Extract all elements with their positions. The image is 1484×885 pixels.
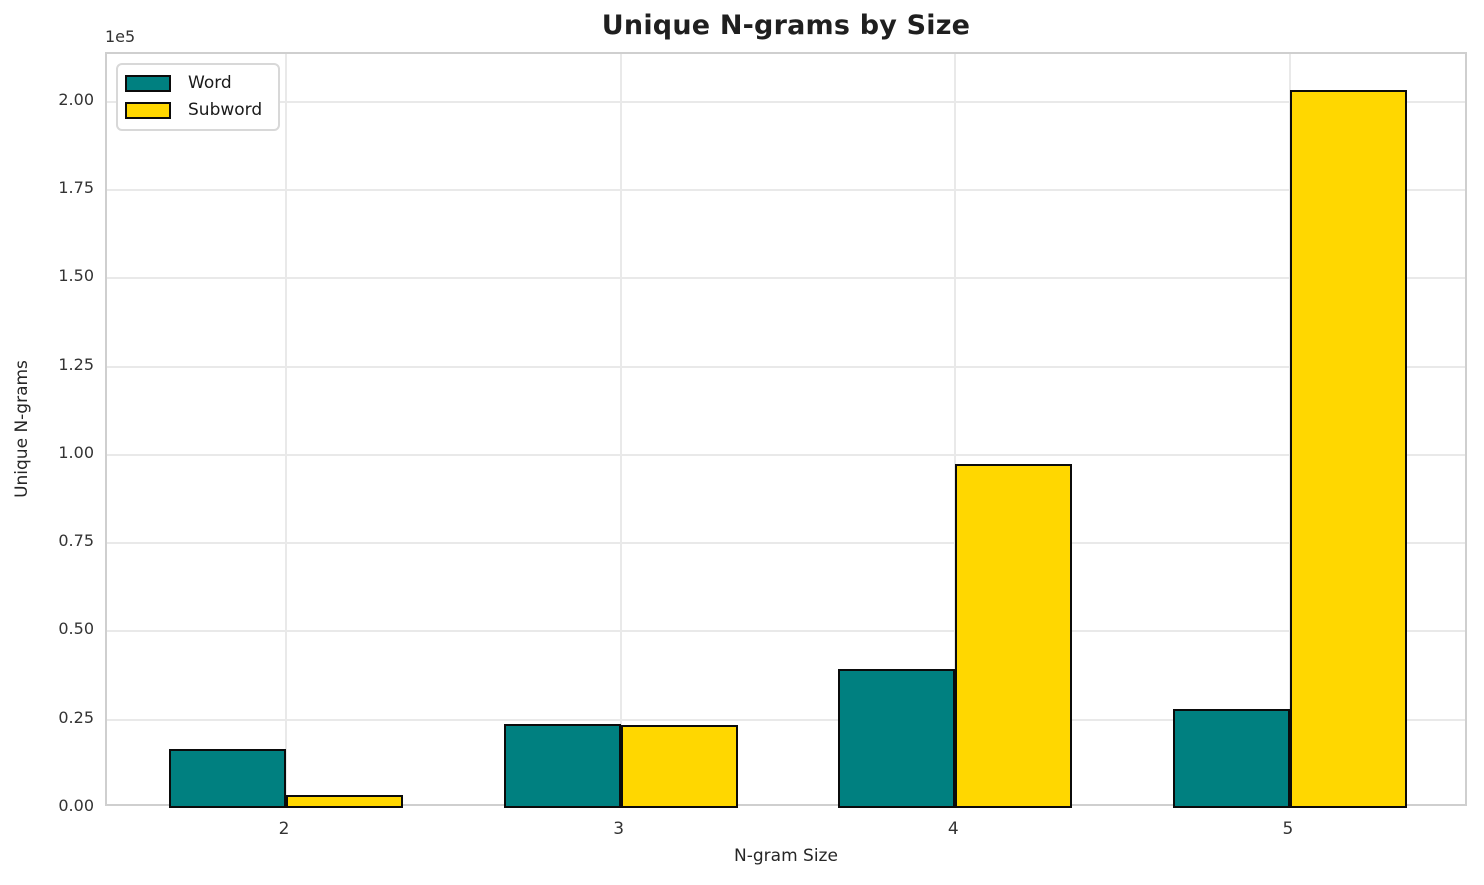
legend-swatch-subword <box>125 102 171 119</box>
y-axis-label: Unique N-grams <box>12 360 32 498</box>
plot-area <box>105 52 1467 808</box>
ytick-label: 2.00 <box>58 89 94 109</box>
ytick-label: 0.50 <box>58 619 94 639</box>
legend-swatch-word <box>125 75 171 92</box>
xtick-label: 3 <box>613 819 625 839</box>
vgridline <box>285 54 288 804</box>
hgridline <box>107 542 1465 545</box>
chart-title: Unique N-grams by Size <box>601 10 971 41</box>
hgridline <box>107 630 1465 633</box>
xtick-label: 5 <box>1282 819 1294 839</box>
hgridline <box>107 188 1465 191</box>
hgridline <box>107 365 1465 368</box>
legend-label-word: Word <box>188 73 232 93</box>
bar-subword-5 <box>1289 90 1408 808</box>
ytick-label: 1.50 <box>58 266 94 286</box>
bar-word-2 <box>168 749 287 808</box>
bar-subword-3 <box>620 725 738 808</box>
xtick-label: 4 <box>947 819 959 839</box>
ytick-label: 0.25 <box>58 707 94 727</box>
ytick-label: 1.00 <box>58 442 94 462</box>
ytick-label: 0.75 <box>58 531 94 551</box>
legend: Word Subword <box>116 63 281 131</box>
legend-item-word: Word <box>125 73 262 94</box>
ytick-label: 1.25 <box>58 354 94 374</box>
xtick-label: 2 <box>278 819 290 839</box>
hgridline <box>107 277 1465 280</box>
bar-subword-4 <box>955 464 1073 808</box>
legend-label-subword: Subword <box>188 100 263 120</box>
ytick-label: 0.00 <box>58 796 94 815</box>
legend-item-subword: Subword <box>125 100 262 121</box>
bar-word-4 <box>838 669 956 808</box>
vgridline <box>954 54 957 804</box>
vgridline <box>619 54 622 804</box>
bar-word-3 <box>503 723 621 808</box>
x-axis-label: N-gram Size <box>734 846 838 866</box>
hgridline <box>107 100 1465 103</box>
hgridline <box>107 718 1465 721</box>
hgridline <box>107 453 1465 456</box>
bar-subword-2 <box>286 794 404 808</box>
ytick-label: 1.75 <box>58 177 94 197</box>
bar-word-5 <box>1172 709 1290 808</box>
y-axis-offset-text: 1e5 <box>105 27 136 46</box>
